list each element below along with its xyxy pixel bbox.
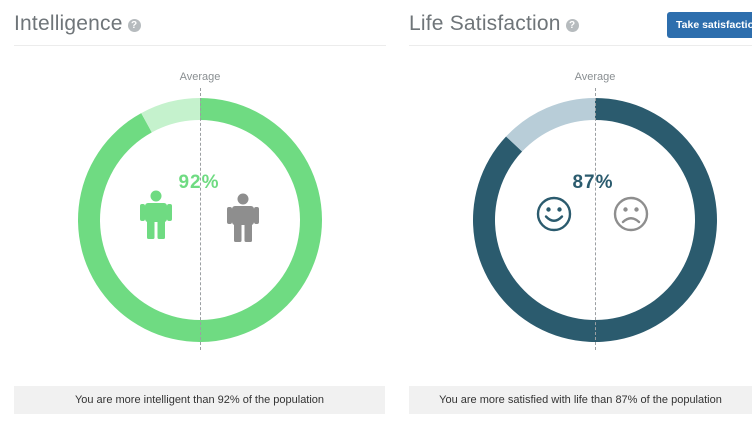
intelligence-title-row: Intelligence ?	[14, 12, 141, 36]
life-satisfaction-title-row: Life Satisfaction ?	[409, 12, 579, 36]
intelligence-panel: Intelligence ? Average 92% You are more …	[14, 12, 386, 414]
intelligence-donut-chart	[77, 98, 322, 342]
help-icon[interactable]: ?	[565, 19, 579, 32]
life-satisfaction-title: Life Satisfaction	[409, 12, 561, 35]
donut-remaining-segment	[141, 98, 200, 133]
life-satisfaction-panel: Life Satisfaction ? Take satisfaction Av…	[395, 0, 752, 423]
take-satisfaction-button[interactable]: Take satisfaction	[667, 12, 752, 38]
divider	[409, 45, 752, 46]
divider	[14, 45, 386, 46]
person-gray-icon	[227, 193, 259, 242]
average-marker-line	[200, 88, 201, 350]
life-satisfaction-percent: 87%	[572, 172, 614, 193]
intelligence-summary: You are more intelligent than 92% of the…	[14, 386, 385, 414]
average-label: Average	[574, 71, 616, 83]
intelligence-title: Intelligence	[14, 12, 123, 35]
person-green-icon	[140, 190, 172, 239]
average-marker-line	[595, 88, 596, 350]
help-icon[interactable]: ?	[127, 19, 141, 32]
smiley-face-icon	[536, 196, 572, 232]
intelligence-percent: 92%	[178, 172, 220, 193]
life-satisfaction-donut-chart	[472, 98, 717, 342]
life-satisfaction-summary: You are more satisfied with life than 87…	[409, 386, 752, 414]
average-label: Average	[179, 71, 221, 83]
donut-remaining-segment	[506, 98, 595, 152]
sad-face-icon	[613, 196, 649, 232]
